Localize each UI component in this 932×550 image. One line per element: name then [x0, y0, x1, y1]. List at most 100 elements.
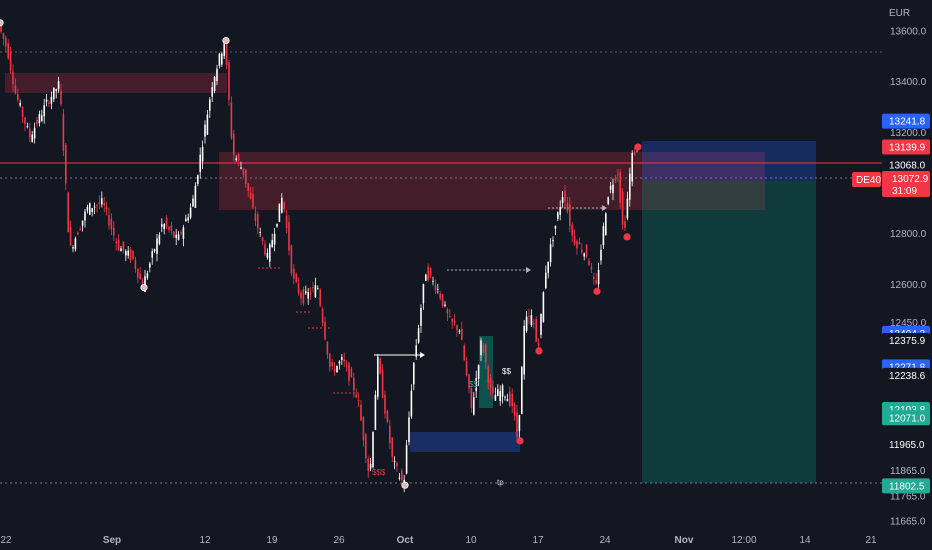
candle-body — [12, 71, 14, 85]
candle-body — [117, 239, 120, 251]
bar-countdown: 31:09 — [892, 186, 917, 197]
swing-point-marker — [222, 36, 230, 45]
candle-body — [593, 277, 595, 279]
candle-body — [319, 289, 321, 307]
liquidity-label-1: $$$ — [372, 468, 386, 477]
candle-body — [437, 288, 439, 290]
candle-body — [602, 226, 605, 246]
candle-body — [7, 43, 9, 59]
price-tag-box — [882, 139, 930, 155]
candle-body — [79, 229, 81, 231]
candle-body — [199, 154, 201, 173]
y-tick-label: 11665.0 — [890, 517, 926, 528]
x-tick-label: 14 — [799, 535, 811, 546]
candle-body — [187, 217, 189, 221]
candle-body — [252, 193, 254, 208]
candle-body — [31, 134, 33, 142]
candle-body — [240, 167, 242, 169]
candle-body — [396, 462, 398, 467]
candle-body — [401, 470, 403, 481]
candle-body — [377, 356, 379, 397]
candle-body — [607, 197, 609, 204]
candle-body — [583, 253, 585, 257]
candle-body — [331, 361, 333, 367]
candle-body — [540, 313, 542, 335]
candle-body — [509, 391, 511, 406]
candle-body — [458, 330, 461, 332]
candle-body — [182, 227, 185, 239]
candle-body — [389, 425, 391, 444]
x-tick-label: 26 — [333, 535, 345, 546]
candle-body — [367, 458, 369, 472]
candle-body — [429, 268, 432, 276]
candle-body — [612, 184, 614, 194]
candle-body — [614, 178, 617, 181]
candle-body — [33, 127, 36, 139]
candle-body — [499, 391, 501, 402]
candle-body — [175, 234, 177, 239]
x-tick-label: Nov — [675, 535, 694, 546]
candle-body — [569, 204, 571, 227]
candle-body — [14, 85, 17, 94]
candle-body — [417, 328, 420, 343]
candle-body — [307, 292, 309, 299]
candle-body — [122, 241, 125, 251]
candle-body — [204, 124, 206, 137]
swing-point-marker — [535, 347, 543, 355]
candle-body — [410, 390, 413, 417]
candle-body — [384, 394, 386, 414]
candle-body — [528, 315, 530, 317]
last-price-value: 13072.9 — [892, 174, 929, 185]
candle-body — [482, 344, 485, 353]
candle-body — [451, 318, 453, 322]
candle-body — [439, 293, 441, 299]
candle-body — [626, 198, 629, 219]
candle-body — [345, 365, 348, 367]
candle-body — [285, 215, 288, 228]
candle-body — [564, 190, 566, 202]
candle-body — [288, 221, 290, 251]
candle-body — [545, 272, 547, 289]
time-axis-background — [0, 527, 932, 550]
candle-body — [549, 244, 552, 263]
candle-body — [110, 218, 113, 230]
candle-body — [497, 389, 499, 396]
candle-body — [55, 89, 57, 91]
candle-body — [261, 237, 264, 242]
candle-body — [218, 53, 221, 66]
long-position-target-zone — [642, 181, 816, 483]
y-tick-label: 13400.0 — [890, 77, 927, 88]
y-tick-label: 12600.0 — [890, 280, 927, 291]
candle-body — [45, 99, 48, 102]
candle-body — [566, 203, 569, 212]
candle-body — [619, 172, 621, 203]
candle-body — [379, 358, 381, 374]
imbalance-zone — [479, 336, 493, 408]
candle-body — [257, 214, 259, 229]
candle-body — [506, 399, 509, 402]
candle-body — [559, 207, 561, 215]
candle-body — [213, 76, 216, 91]
candle-body — [597, 270, 600, 285]
candle-body — [249, 192, 252, 199]
time-axis[interactable]: 22 Sep 12 19 26 Oct 10 17 24 Nov 12:00 14 21 — [0, 527, 932, 550]
price-tag-label: 13139.9 — [889, 142, 926, 153]
candle-body — [588, 260, 590, 266]
price-tag-label: 12375.9 — [889, 336, 926, 347]
candle-body — [393, 461, 396, 463]
candle-body — [278, 203, 281, 222]
candle-body — [537, 342, 540, 346]
candle-body — [461, 329, 463, 341]
candle-body — [269, 244, 271, 262]
demand-zone-october — [410, 432, 520, 452]
candle-body — [444, 304, 446, 307]
price-tag-box — [882, 478, 930, 494]
price-axis[interactable]: EUR 13600.013400.013200.012800.012600.01… — [882, 0, 932, 550]
candle-body — [139, 273, 141, 280]
candle-body — [309, 293, 312, 295]
candle-body — [617, 174, 619, 176]
candle-body — [425, 274, 427, 282]
candle-body — [84, 211, 86, 221]
candle-body — [468, 374, 470, 389]
